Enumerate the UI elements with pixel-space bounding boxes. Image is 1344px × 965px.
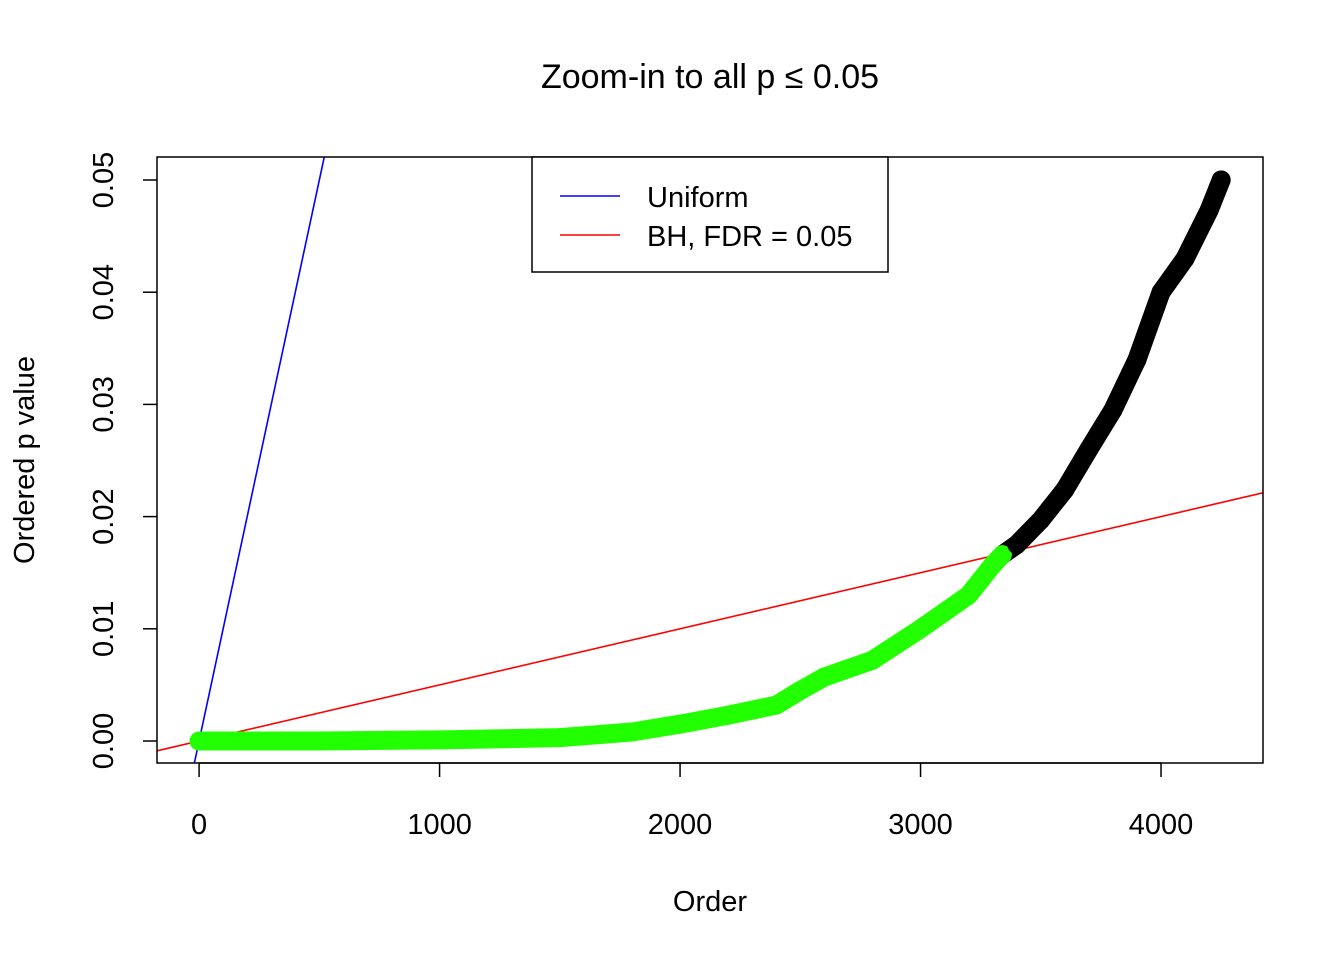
significant-point <box>959 585 979 605</box>
x-tick-label: 4000 <box>1129 809 1194 841</box>
x-tick-label: 1000 <box>407 809 472 841</box>
x-axis-label: Order <box>673 886 747 918</box>
significant-point <box>670 714 690 734</box>
significant-point <box>430 730 450 750</box>
significant-point <box>790 681 810 701</box>
significant-points <box>189 545 1012 751</box>
y-tick-label: 0.00 <box>88 713 120 769</box>
x-tick-label: 2000 <box>648 809 713 841</box>
legend: Uniform BH, FDR = 0.05 <box>531 156 889 273</box>
nonsignificant-point <box>1199 200 1219 220</box>
significant-point <box>992 545 1012 565</box>
legend-label-bh: BH, FDR = 0.05 <box>647 221 853 253</box>
legend-label-uniform: Uniform <box>647 182 749 214</box>
significant-point <box>862 650 882 670</box>
nonsignificant-point <box>1151 282 1171 302</box>
chart-title: Zoom-in to all p ≤ 0.05 <box>541 58 879 96</box>
significant-point <box>550 728 570 748</box>
nonsignificant-point <box>1103 400 1123 420</box>
significant-point <box>718 705 738 725</box>
y-tick-label: 0.01 <box>88 601 120 657</box>
x-tick-label: 0 <box>191 809 207 841</box>
nonsignificant-points <box>992 170 1231 565</box>
nonsignificant-point <box>1055 480 1075 500</box>
x-tick-label: 3000 <box>888 809 953 841</box>
y-axis-label: Ordered p value <box>9 356 41 564</box>
y-tick-label: 0.04 <box>88 264 120 320</box>
significant-point <box>622 722 642 742</box>
nonsignificant-point <box>1127 350 1147 370</box>
significant-point <box>766 695 786 715</box>
nonsignificant-point <box>1079 439 1099 459</box>
y-tick-label: 0.05 <box>88 152 120 208</box>
legend-box <box>531 156 889 273</box>
significant-point <box>309 731 329 751</box>
y-tick-label: 0.03 <box>88 376 120 432</box>
nonsignificant-point <box>1031 510 1051 530</box>
nonsignificant-point <box>1007 535 1027 555</box>
significant-point <box>189 731 209 751</box>
significant-point <box>911 619 931 639</box>
nonsignificant-point <box>1175 249 1195 269</box>
bh-line <box>157 492 1263 752</box>
significant-point <box>935 602 955 622</box>
uniform-line <box>193 157 326 763</box>
nonsignificant-point <box>1211 170 1231 190</box>
y-tick-label: 0.02 <box>88 488 120 544</box>
significant-point <box>814 667 834 687</box>
